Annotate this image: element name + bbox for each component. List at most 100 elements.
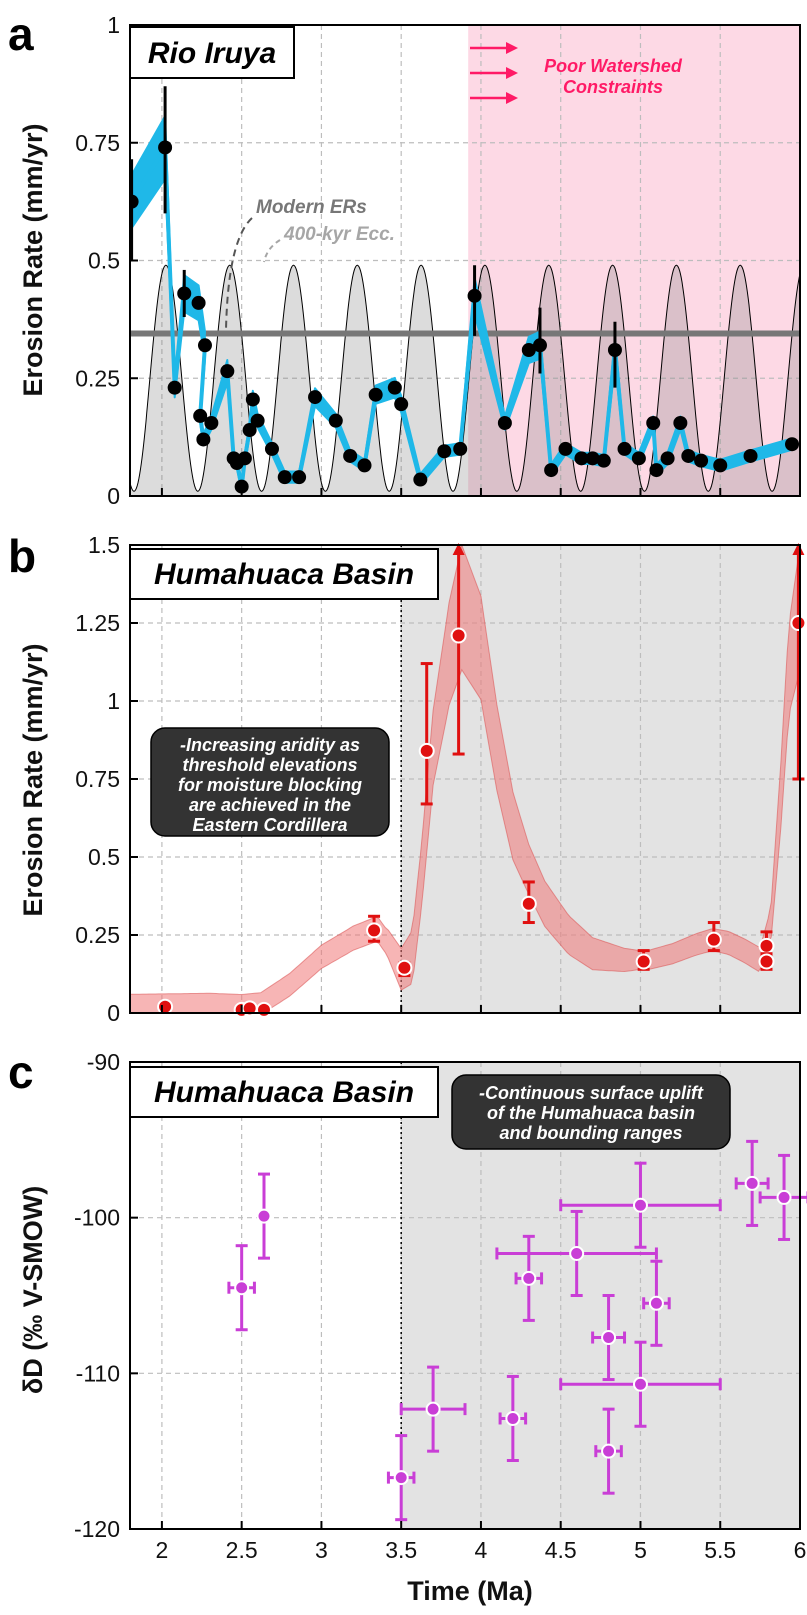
dD-point <box>393 1470 409 1486</box>
erosion-point-a <box>220 364 235 379</box>
uplift-note-line-1: -Continuous surface uplift <box>479 1083 704 1103</box>
erosion-point-a <box>585 451 600 466</box>
dD-point <box>569 1245 585 1261</box>
y-tick-label: 0.5 <box>88 248 120 274</box>
erosion-point-a <box>245 392 260 407</box>
x-tick-label: 5.5 <box>704 1537 736 1563</box>
erosion-point-a <box>413 472 428 487</box>
poor-watershed-label-2: Constraints <box>563 77 663 97</box>
ecc-label: 400-kyr Ecc. <box>283 224 395 245</box>
y-tick-label: 0.75 <box>75 130 120 156</box>
dD-point <box>505 1410 521 1426</box>
erosion-point-a <box>617 441 632 456</box>
aridity-note-line-1: -Increasing aridity as <box>180 735 360 755</box>
erosion-point-a <box>343 448 358 463</box>
erosion-point-b <box>366 922 383 939</box>
panel-a-grid <box>130 25 800 496</box>
erosion-point-a <box>277 470 292 485</box>
panel-b-x-ticks <box>160 1005 801 1013</box>
erosion-point-a <box>607 342 622 357</box>
erosion-point-a <box>453 441 468 456</box>
y-tick-label: -100 <box>74 1205 120 1231</box>
x-tick-label: 4 <box>475 1537 488 1563</box>
erosion-point-b <box>790 615 807 631</box>
panel-c-x-ticks: 2 2.5 3 3.5 4 4.5 5 5.5 6 <box>156 1521 807 1563</box>
erosion-point-a <box>394 397 409 412</box>
y-tick-label: 0 <box>107 483 120 509</box>
panel-b-y-ticks: 0 0.25 0.5 0.75 1 1.25 1.5 <box>75 532 138 1026</box>
dD-point <box>521 1270 537 1286</box>
erosion-point-a <box>660 451 675 466</box>
panel-a-title-box <box>129 26 295 79</box>
erosion-point-a <box>368 387 383 402</box>
uplift-note-box <box>451 1074 731 1150</box>
y-tick-label: 1.25 <box>75 610 120 636</box>
erosion-point-b <box>520 895 537 912</box>
aridity-note-line-2: threshold elevations <box>182 755 357 775</box>
erosion-point-a <box>328 413 343 428</box>
x-tick-label: 6 <box>794 1537 807 1563</box>
erosion-point-b <box>256 1001 272 1018</box>
uplift-note-line-2: of the Humahuaca basin <box>487 1103 695 1123</box>
panel-a-y-ticks: 0 0.25 0.5 0.75 1 <box>75 12 138 509</box>
panel-c-ylabel: δD (‰ V-SMOW) <box>18 1186 48 1394</box>
erosion-point-a <box>234 479 249 494</box>
erosion-point-a <box>713 458 728 473</box>
x-tick-label: 4.5 <box>545 1537 577 1563</box>
x-tick-label: 3.5 <box>385 1537 417 1563</box>
erosion-point-a <box>204 415 219 430</box>
y-tick-label: 0.25 <box>75 922 120 948</box>
erosion-point-a <box>130 194 139 209</box>
panel-b-ylabel: Erosion Rate (mm/yr) <box>18 643 48 916</box>
panel-b-title-box <box>129 548 439 600</box>
panel-c-title: Humahuaca Basin <box>154 1076 414 1109</box>
x-tick-label: 2 <box>156 1537 169 1563</box>
erosion-point-a <box>308 390 323 405</box>
erosion-point-a <box>167 380 182 395</box>
erosion-point-a <box>544 463 559 478</box>
erosion-point-a <box>237 451 252 466</box>
x-axis-label: Time (Ma) <box>407 1576 533 1606</box>
panel-label-b: b <box>8 530 36 582</box>
dD-point <box>632 1376 648 1392</box>
modern-er-leader <box>225 217 253 331</box>
ecc-leader <box>263 239 281 263</box>
erosion-point-b <box>396 959 413 976</box>
erosion-point-a <box>242 423 257 438</box>
aridity-note-line-3: for moisture blocking <box>178 775 362 795</box>
erosion-point-a <box>681 448 696 463</box>
panel-a-title: Rio Iruya <box>148 37 276 70</box>
dD-point <box>776 1189 792 1205</box>
erosion-point-a <box>467 288 482 303</box>
x-tick-label: 2.5 <box>226 1537 258 1563</box>
uplift-note-line-3: and bounding ranges <box>500 1123 683 1143</box>
erosion-point-b <box>758 937 775 954</box>
erosion-point-a <box>785 437 800 452</box>
erosion-point-a <box>357 458 372 473</box>
dD-points <box>227 1139 807 1522</box>
erosion-point-a <box>694 453 709 468</box>
y-tick-label: -120 <box>74 1516 120 1542</box>
poor-watershed-label-1: Poor Watershed <box>544 56 683 76</box>
y-tick-label: 1 <box>107 688 120 714</box>
dD-point <box>601 1443 617 1459</box>
erosion-point-b <box>635 953 652 970</box>
panel-c-y-ticks: -90 -100 -110 -120 <box>74 1049 138 1542</box>
panel-label-a: a <box>8 8 34 60</box>
erosion-point-a <box>574 451 589 466</box>
dD-point <box>256 1208 272 1224</box>
erosion-point-b <box>705 931 722 948</box>
erosion-point-a <box>292 470 307 485</box>
panel-c-title-box <box>129 1066 439 1118</box>
panel-a: 0 0.25 0.5 0.75 1 a Erosion Rate (mm/yr) Rio… <box>8 8 801 509</box>
erosion-point-a <box>631 451 646 466</box>
erosion-point-b <box>758 953 775 970</box>
erosion-point-b <box>157 998 174 1015</box>
erosion-point-a <box>197 338 212 353</box>
erosion-point-a <box>596 453 611 468</box>
erosion-point-a <box>437 444 452 459</box>
erosion-point-a <box>558 441 573 456</box>
y-tick-label: 1.5 <box>88 532 120 558</box>
panel-b: 0 0.25 0.5 0.75 1 1.25 1.5 b Erosion Rate (mm/… <box>8 530 807 1026</box>
panel-c: -90 -100 -110 -120 2 2.5 3 3.5 4 4.5 5 5.5 6 c δD (… <box>8 1046 807 1606</box>
